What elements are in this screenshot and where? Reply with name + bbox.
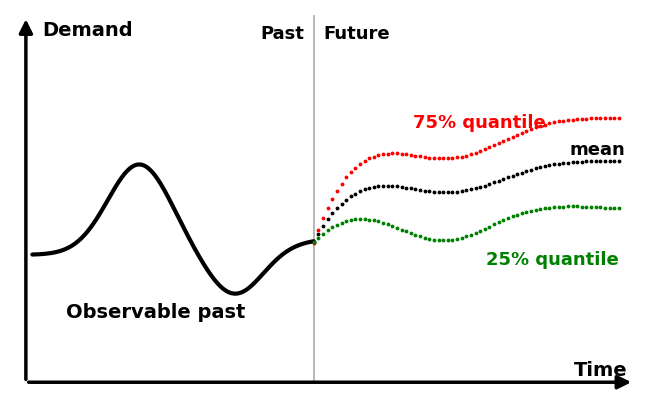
Text: Demand: Demand (42, 21, 133, 39)
Text: Past: Past (260, 25, 304, 43)
Text: 75% quantile: 75% quantile (413, 113, 545, 132)
Text: 25% quantile: 25% quantile (486, 251, 619, 269)
Text: Future: Future (324, 25, 390, 43)
Text: Time: Time (574, 361, 628, 380)
Text: Observable past: Observable past (65, 303, 245, 322)
Text: mean: mean (569, 141, 626, 159)
